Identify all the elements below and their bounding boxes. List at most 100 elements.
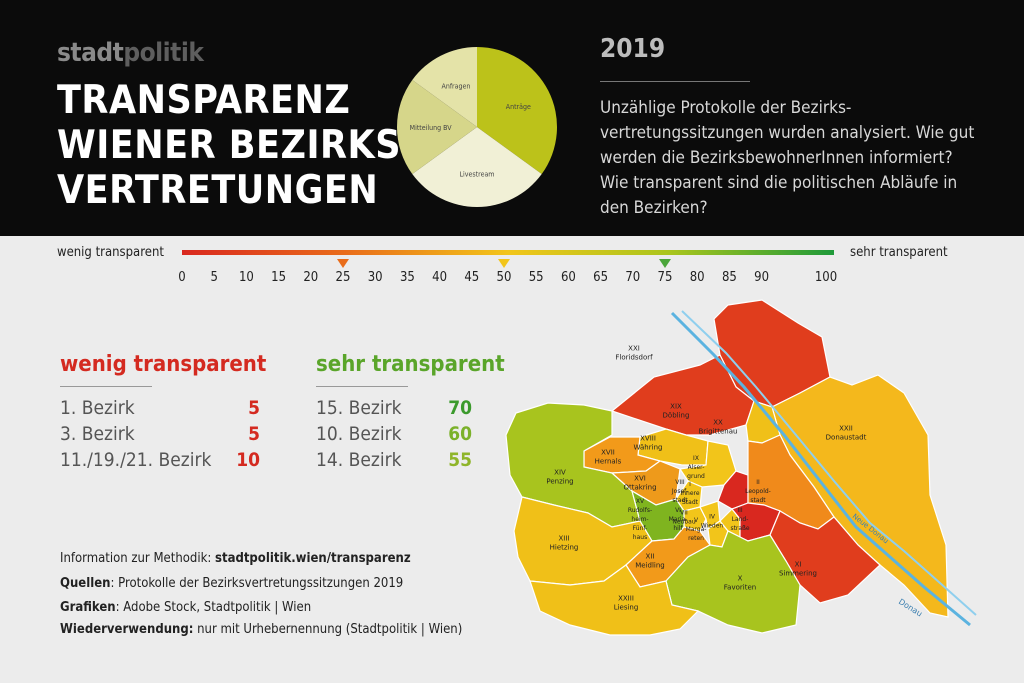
- year-divider: [600, 81, 750, 82]
- district-label: Hernals: [595, 458, 622, 466]
- high-ranking-title: sehr transparent: [316, 352, 505, 377]
- district-label: XXII: [839, 425, 853, 433]
- district-label: stadt: [672, 497, 688, 504]
- high-row-value: 60: [448, 423, 472, 445]
- district-label: XIV: [554, 469, 566, 477]
- district-label: hilf: [673, 525, 683, 532]
- pie-slice-label: Anträge: [506, 103, 531, 111]
- low-row-label: 11./19./21. Bezirk: [60, 449, 212, 471]
- district-label: Land-: [732, 516, 749, 523]
- scale-tick-label: 40: [432, 270, 448, 285]
- district-label: Stadt: [682, 499, 699, 506]
- district-label: heim-: [631, 516, 648, 523]
- low-row-label: 3. Bezirk: [60, 423, 135, 445]
- scale-tick-label: 0: [178, 270, 186, 285]
- vienna-district-map: XXIFloridsdorfXXIIDonaustadtXIXDöblingXX…: [505, 299, 977, 636]
- low-row-value: 5: [248, 423, 260, 445]
- scale-marker-triangle: [659, 259, 671, 268]
- info-methodology: Information zur Methodik: stadtpolitik.w…: [60, 551, 411, 566]
- info-reuse: Wiederverwendung: nur mit Urhebernennung…: [60, 622, 462, 637]
- high-ranking-divider: [316, 386, 408, 387]
- district-label: VII: [680, 510, 688, 517]
- scale-marker-triangle: [337, 259, 349, 268]
- brand-logo: stadtpolitik: [57, 38, 204, 68]
- intro-text: Unzählige Protokolle der Bezirks- vertre…: [600, 98, 975, 218]
- district-label: Liesing: [614, 604, 639, 612]
- scale-marker-triangle: [498, 259, 510, 268]
- info-sources-value: : Protokolle der Bezirksvertretungssitzu…: [110, 576, 404, 591]
- title-line-3: VERTRETUNGEN: [57, 168, 379, 213]
- pie-slice: [412, 47, 477, 127]
- title-line-1: TRANSPARENZ: [57, 78, 351, 123]
- info-reuse-value: nur mit Urhebernennung (Stadtpolitik | W…: [193, 622, 463, 637]
- brand-part-a: stadt: [57, 38, 124, 68]
- low-ranking-divider: [60, 386, 152, 387]
- district-label: III: [737, 507, 743, 514]
- district-area: [665, 530, 801, 634]
- scale-tick-label: 10: [238, 270, 254, 285]
- pie-slice-label: Livestream: [460, 170, 495, 178]
- district-label: Alser-: [688, 464, 705, 471]
- page-title: TRANSPARENZ WIENER BEZIRKS- VERTRETUNGEN: [57, 78, 416, 213]
- low-row-value: 10: [236, 449, 260, 471]
- high-row-label: 10. Bezirk: [316, 423, 402, 445]
- district-label: Marga-: [686, 526, 707, 533]
- district-label: XV: [636, 498, 645, 505]
- title-line-2: WIENER BEZIRKS-: [57, 123, 417, 168]
- scale-tick-label: 30: [367, 270, 383, 285]
- info-graphics-label: Grafiken: [60, 600, 116, 615]
- district-area: [529, 564, 700, 636]
- district-label: Neubau: [672, 519, 695, 526]
- info-sources-label: Quellen: [60, 576, 111, 591]
- district-label: Währing: [634, 444, 663, 452]
- district-label: stadt: [750, 497, 766, 504]
- district-label: IX: [693, 455, 699, 462]
- district-label: IV: [709, 514, 716, 521]
- district-label: Josef-: [671, 488, 688, 495]
- district-label: VIII: [675, 479, 685, 486]
- district-label: Donaustadt: [826, 434, 867, 442]
- district-label: XVI: [634, 475, 646, 483]
- info-reuse-label: Wiederverwendung:: [60, 622, 194, 637]
- district-label: haus: [633, 534, 647, 541]
- scale-tick-label: 25: [335, 270, 351, 285]
- scale-tick-label: 45: [464, 270, 480, 285]
- district-label: XVIII: [640, 435, 656, 443]
- scale-tick-label: 15: [271, 270, 287, 285]
- district-label: Innere: [680, 490, 699, 497]
- high-row-value: 70: [448, 397, 472, 419]
- pie-slice: [397, 79, 477, 175]
- district-label: Simmering: [779, 570, 817, 578]
- district-label: Favoriten: [724, 584, 756, 592]
- low-ranking-title: wenig transparent: [60, 352, 267, 377]
- scale-right-label: sehr transparent: [850, 245, 948, 260]
- scale-tick-label: 35: [399, 270, 415, 285]
- scale-tick-label: 60: [560, 270, 576, 285]
- district-label: XXI: [628, 345, 640, 353]
- district-label: Rudolfs-: [628, 507, 652, 514]
- district-label: Floridsdorf: [615, 354, 653, 362]
- district-label: VI: [675, 507, 681, 514]
- info-method-label: Information zur Methodik:: [60, 551, 212, 566]
- methodology-link[interactable]: stadtpolitik.wien/transparenz: [215, 551, 411, 566]
- district-label: Wieden: [701, 523, 724, 530]
- district-label: Maria-: [669, 516, 688, 523]
- donau-river: [670, 311, 971, 627]
- scale-tick-label: 85: [721, 270, 737, 285]
- district-label: grund: [687, 473, 705, 480]
- year-label: 2019: [600, 34, 666, 64]
- scale-tick-label: 55: [528, 270, 544, 285]
- neue-donau-river: [681, 310, 977, 616]
- district-label: II: [756, 479, 760, 486]
- district-label: XII: [646, 553, 655, 561]
- scale-tick-label: 90: [754, 270, 770, 285]
- scale-tick-label: 100: [814, 270, 838, 285]
- district-label: I: [689, 481, 691, 488]
- district-label: XX: [713, 419, 723, 427]
- district-label: Hietzing: [550, 544, 579, 552]
- high-row-label: 14. Bezirk: [316, 449, 402, 471]
- district-label: reten: [688, 535, 704, 542]
- district-label: XIII: [559, 535, 570, 543]
- high-row-label: 15. Bezirk: [316, 397, 402, 419]
- header-band: stadtpolitik TRANSPARENZ WIENER BEZIRKS-…: [0, 0, 1024, 236]
